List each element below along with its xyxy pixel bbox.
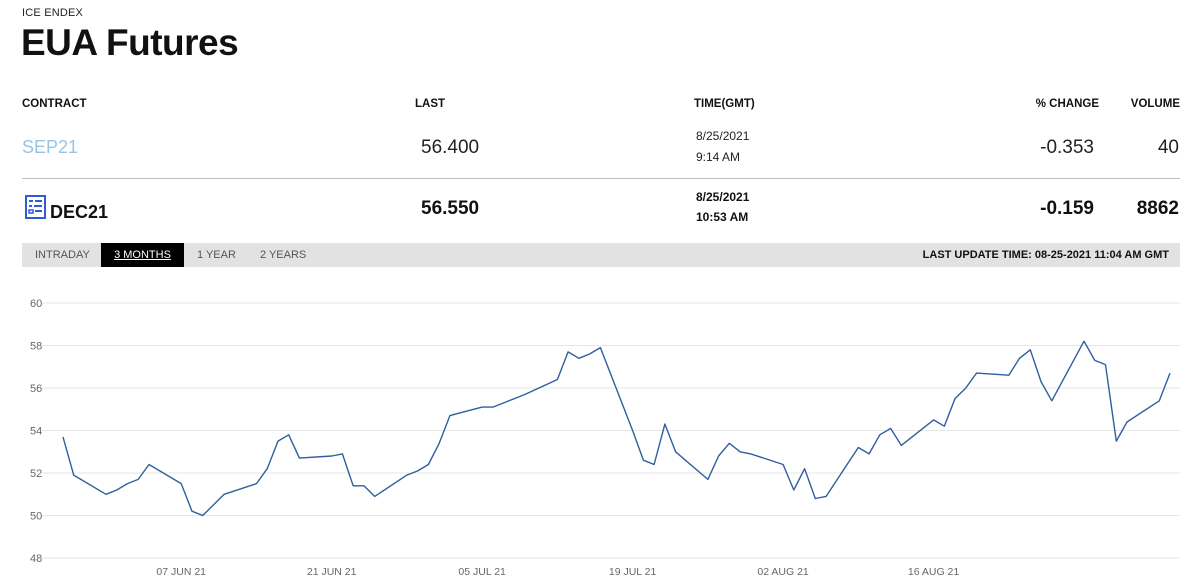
trade-time: 9:14 AM <box>696 150 741 164</box>
percent-change: -0.353 <box>1040 137 1094 158</box>
price-chart: 48 50 52 54 56 58 60 07 JUN 21 21 JUN 21 05 JUL … <box>30 298 1180 578</box>
contract-label[interactable]: DEC21 <box>50 202 109 222</box>
trade-date: 8/25/2021 <box>696 190 750 204</box>
y-tick-label: 60 <box>30 298 42 310</box>
price-series <box>62 340 1171 517</box>
document-chart-icon[interactable] <box>25 195 46 219</box>
column-header-contract: CONTRACT <box>22 98 87 110</box>
tab-1-year[interactable]: 1 YEAR <box>197 249 236 261</box>
row-divider <box>22 178 1180 179</box>
tab-2-years[interactable]: 2 YEARS <box>260 249 307 261</box>
y-tick-label: 56 <box>30 383 42 395</box>
x-tick-label: 02 AUG 21 <box>757 566 809 578</box>
y-tick-label: 50 <box>30 511 42 523</box>
volume: 40 <box>1157 137 1179 158</box>
column-header-last: LAST <box>415 98 446 110</box>
trade-date: 8/25/2021 <box>696 129 750 143</box>
column-header-change: % CHANGE <box>1035 98 1099 110</box>
tab-intraday[interactable]: INTRADAY <box>35 249 90 261</box>
chart-gridlines <box>42 302 1180 559</box>
contract-link[interactable]: SEP21 <box>22 137 79 157</box>
percent-change: -0.159 <box>1040 198 1094 219</box>
page-title: EUA Futures <box>21 22 239 63</box>
range-tab-bar: INTRADAY 3 MONTHS 1 YEAR 2 YEARS LAST UP… <box>22 243 1180 267</box>
last-price: 56.550 <box>421 198 480 219</box>
series-line <box>62 340 1171 517</box>
trade-time: 10:53 AM <box>696 210 749 224</box>
y-tick-label: 52 <box>30 468 42 480</box>
x-axis-labels: 07 JUN 21 21 JUN 21 05 JUL 21 19 JUL 21 02 A… <box>156 566 959 578</box>
column-header-volume: VOLUME <box>1130 98 1180 110</box>
exchange-label: ICE ENDEX <box>22 7 84 19</box>
last-update-time: LAST UPDATE TIME: 08-25-2021 11:04 AM GM… <box>922 249 1169 261</box>
tab-3-months[interactable]: 3 MONTHS <box>101 243 184 267</box>
volume: 8862 <box>1136 198 1179 219</box>
column-header-time: TIME(GMT) <box>694 98 755 110</box>
x-tick-label: 19 JUL 21 <box>609 566 657 578</box>
x-tick-label: 07 JUN 21 <box>156 566 206 578</box>
y-tick-label: 48 <box>30 553 42 565</box>
y-tick-label: 54 <box>30 426 42 438</box>
y-axis-labels: 48 50 52 54 56 58 60 <box>30 298 42 565</box>
last-price: 56.400 <box>421 137 480 158</box>
x-tick-label: 16 AUG 21 <box>908 566 960 578</box>
x-tick-label: 05 JUL 21 <box>458 566 506 578</box>
x-tick-label: 21 JUN 21 <box>307 566 357 578</box>
y-tick-label: 58 <box>30 341 42 353</box>
